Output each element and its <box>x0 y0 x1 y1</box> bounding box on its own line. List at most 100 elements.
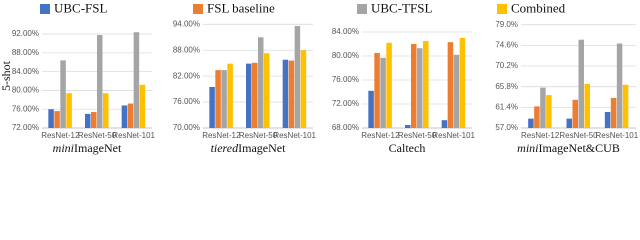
bar <box>380 57 386 128</box>
x-tick-label: ResNet-12 <box>521 131 560 140</box>
y-tick-label: 79.0% <box>495 20 518 29</box>
bar <box>441 120 448 128</box>
x-tick-label: ResNet-12 <box>202 131 241 140</box>
bar <box>121 105 128 128</box>
bar <box>546 95 552 128</box>
bar <box>566 118 572 128</box>
x-axis-title-part: ImageNet&CUB <box>539 141 620 155</box>
bar <box>578 39 584 128</box>
bar <box>85 113 91 128</box>
bar <box>528 118 534 128</box>
y-tick-label: 65.8% <box>495 82 518 91</box>
x-axis-title-part: ImageNet <box>238 141 286 155</box>
x-tick-label: ResNet-50 <box>559 131 598 140</box>
bar <box>300 50 307 128</box>
x-tick-label: ResNet-101 <box>432 131 475 140</box>
bar <box>604 112 611 128</box>
bar <box>572 99 578 128</box>
bar <box>60 60 66 128</box>
y-axis-title: 5-shot <box>0 60 13 91</box>
bar <box>386 42 392 128</box>
x-tick-label: ResNet-101 <box>595 131 638 140</box>
y-tick-label: 88.00% <box>12 48 39 57</box>
bar <box>534 106 540 128</box>
x-tick-label: ResNet-50 <box>239 131 278 140</box>
x-tick-label: ResNet-50 <box>398 131 437 140</box>
bar <box>294 26 301 128</box>
y-tick-label: 80.00% <box>332 51 359 60</box>
x-axis-title-part: mini <box>53 141 74 155</box>
y-tick-label: 88.00% <box>173 45 200 54</box>
legend-swatch <box>193 4 203 14</box>
bar <box>622 84 629 128</box>
y-tick-label: 68.00% <box>332 123 359 132</box>
x-tick-label: ResNet-12 <box>361 131 400 140</box>
y-tick-label: 80.00% <box>12 86 39 95</box>
x-axis-title-part: Caltech <box>389 141 426 155</box>
y-tick-label: 72.00% <box>332 99 359 108</box>
y-tick-label: 70.00% <box>173 123 200 132</box>
bar <box>610 97 617 128</box>
y-tick-label: 92.00% <box>12 29 39 38</box>
bar <box>540 87 546 128</box>
bar <box>54 111 60 128</box>
bar <box>246 63 252 128</box>
x-axis-title: Caltech <box>389 141 426 155</box>
y-tick-label: 61.4% <box>495 102 518 111</box>
legend-swatch <box>357 4 367 14</box>
bar <box>417 48 423 129</box>
y-tick-label: 82.00% <box>173 71 200 80</box>
y-tick-label: 84.00% <box>332 27 359 36</box>
bar <box>209 86 215 128</box>
y-tick-label: 76.00% <box>173 97 200 106</box>
bar <box>447 42 454 129</box>
bar <box>411 44 417 128</box>
bar <box>91 112 97 128</box>
legend-swatch <box>497 4 507 14</box>
bar <box>368 90 374 128</box>
bar <box>282 59 289 128</box>
bar <box>139 84 146 128</box>
legend-label: UBC-FSL <box>54 0 108 15</box>
figure: UBC-FSL FSL baseline UBC-TFSL Combined 72.00… <box>0 0 639 155</box>
bar <box>215 70 221 128</box>
legend-label: Combined <box>511 0 566 15</box>
legend-label: UBC-TFSL <box>371 0 432 15</box>
bar <box>103 93 109 128</box>
x-tick-label: ResNet-12 <box>41 131 80 140</box>
bar <box>453 54 460 128</box>
x-axis-title: miniImageNet&CUB <box>517 141 620 155</box>
y-tick-label: 94.00% <box>173 19 200 28</box>
bar <box>374 53 380 128</box>
y-tick-label: 76.00% <box>12 104 39 113</box>
x-tick-label: ResNet-101 <box>273 131 316 140</box>
legend-swatch <box>40 4 50 14</box>
bar <box>405 125 411 128</box>
y-tick-label: 57.0% <box>495 123 518 132</box>
bar <box>127 103 134 128</box>
x-tick-label: ResNet-101 <box>112 131 155 140</box>
x-axis-title: miniImageNet <box>53 141 122 155</box>
x-axis-title-part: tiered <box>211 141 240 155</box>
x-axis-title-part: ImageNet <box>74 141 122 155</box>
y-tick-label: 72.00% <box>12 123 39 132</box>
x-tick-label: ResNet-50 <box>78 131 117 140</box>
y-tick-label: 76.00% <box>332 75 359 84</box>
bar <box>258 37 264 128</box>
bar <box>252 62 258 128</box>
bar <box>423 41 429 128</box>
bar <box>459 38 466 128</box>
bar <box>264 53 270 128</box>
bar <box>66 93 72 128</box>
bar <box>97 35 103 128</box>
bar <box>584 83 590 128</box>
bar <box>133 32 140 128</box>
y-tick-label: 84.00% <box>12 67 39 76</box>
legend-label: FSL baseline <box>207 0 275 15</box>
bar <box>288 60 295 128</box>
y-tick-label: 70.2% <box>495 61 518 70</box>
bar <box>616 43 623 129</box>
y-tick-label: 74.6% <box>495 40 518 49</box>
bar <box>227 63 233 128</box>
x-axis-title-part: mini <box>517 141 538 155</box>
